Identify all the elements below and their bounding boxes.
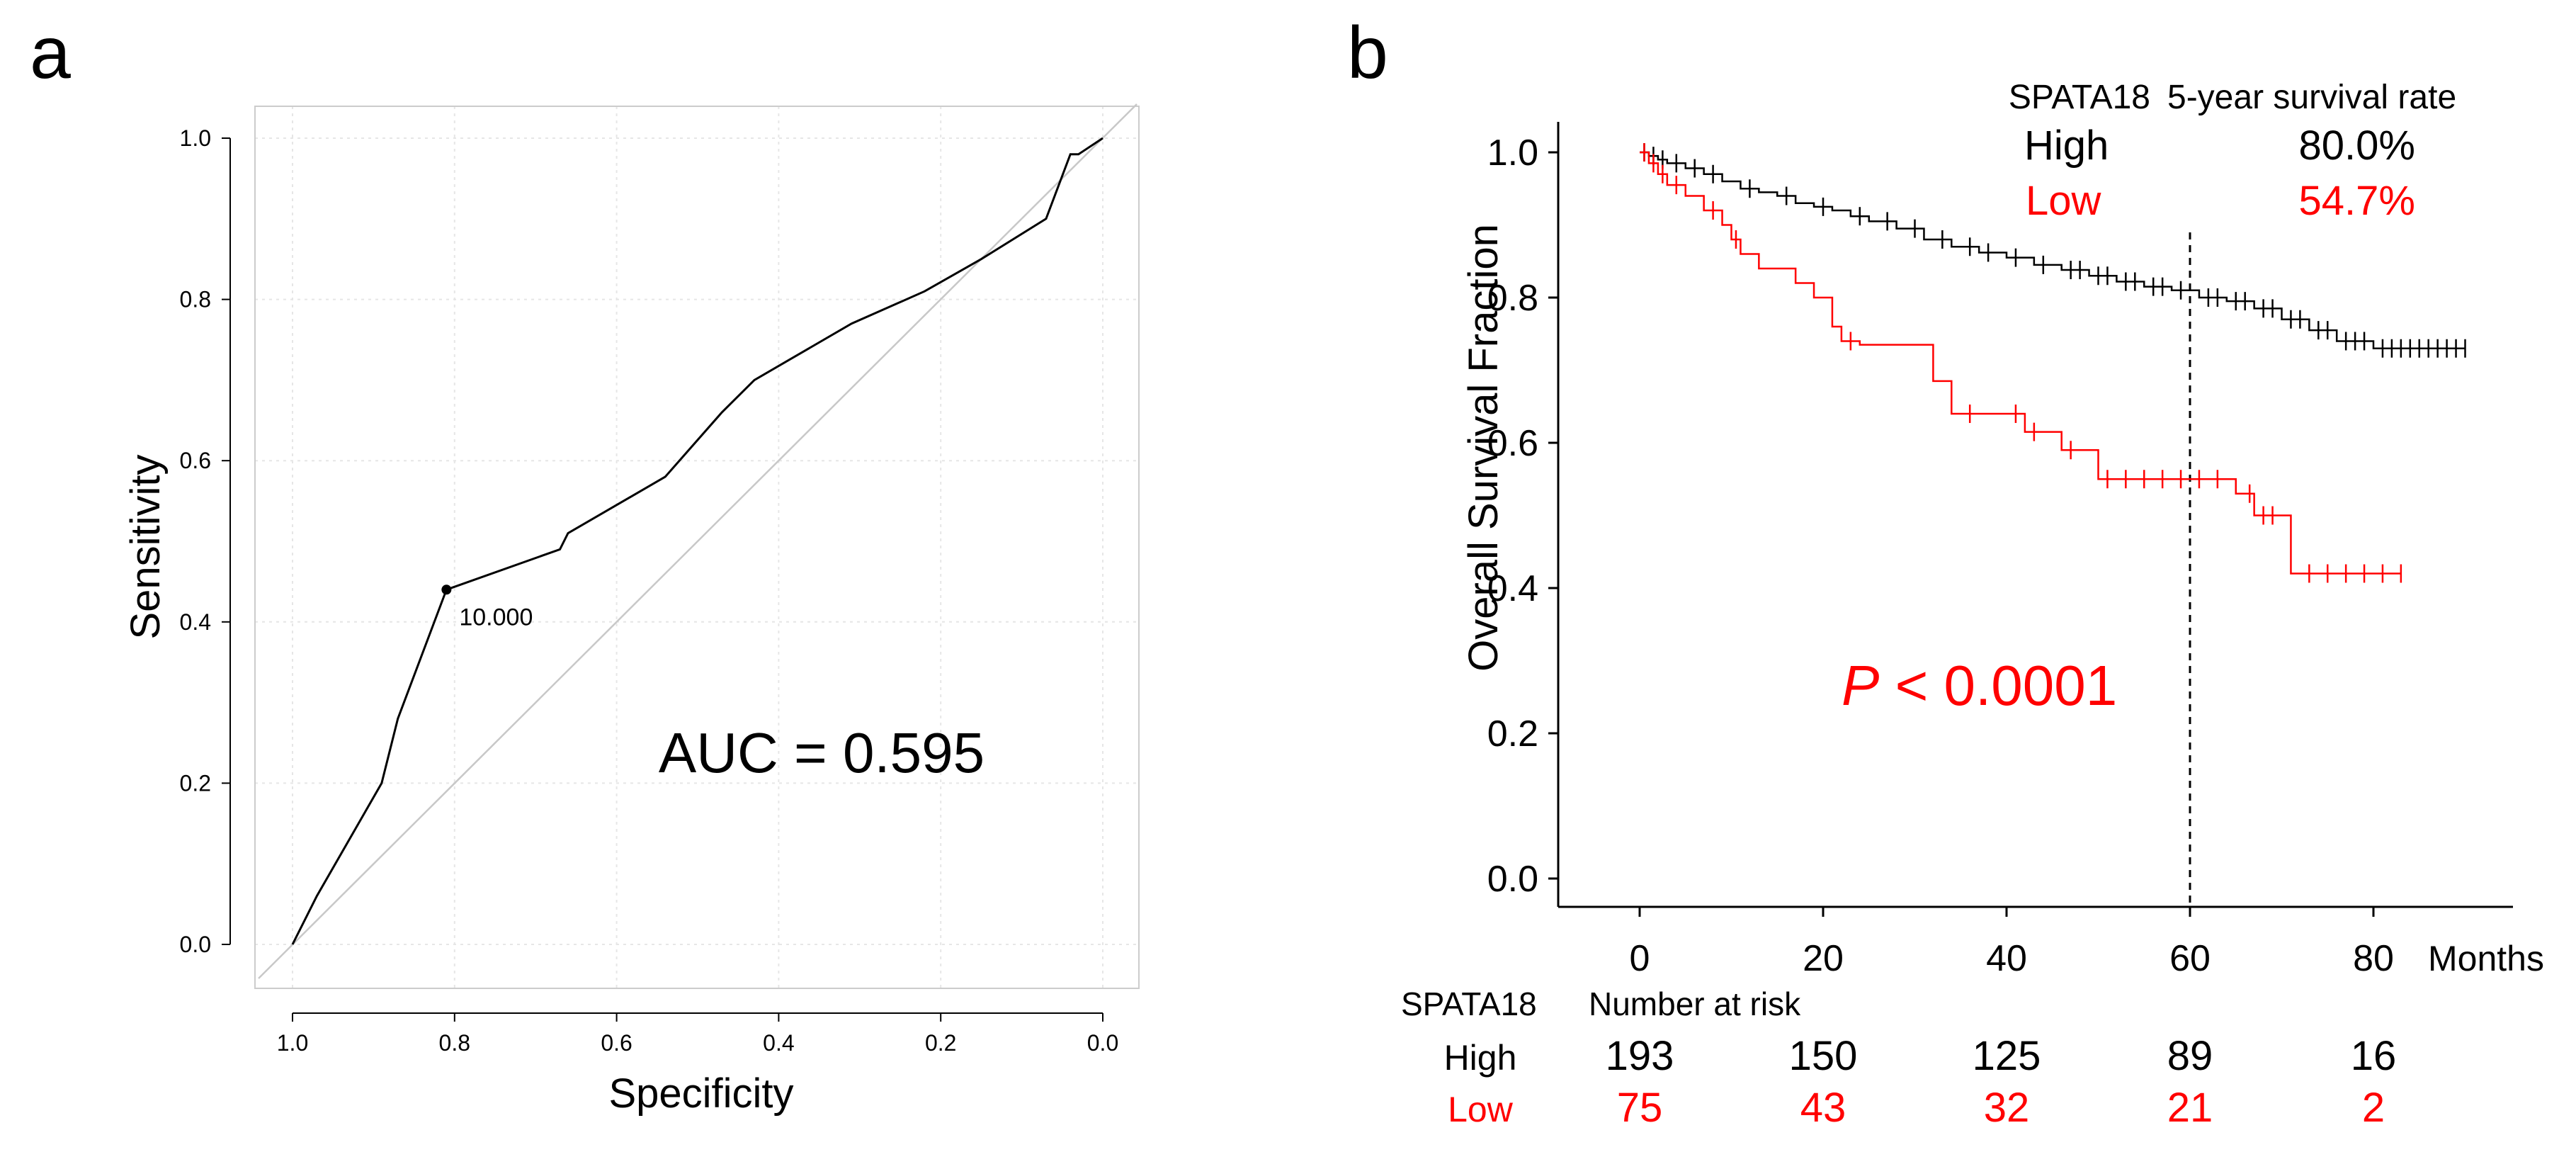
risk-value-low: 43 <box>1800 1085 1846 1131</box>
roc-y-tick-label: 0.2 <box>180 770 211 796</box>
roc-cutoff-point <box>441 585 452 595</box>
roc-x-tick-label: 0.2 <box>925 1030 956 1056</box>
roc-grid <box>255 106 1139 988</box>
risk-value-low: 32 <box>1984 1085 2030 1131</box>
km-p-text: < 0.0001 <box>1879 654 2117 717</box>
roc-x-tick-label: 0.6 <box>601 1030 632 1056</box>
risk-value-high: 193 <box>1606 1033 1674 1079</box>
roc-x-tick-label: 0.4 <box>763 1030 794 1056</box>
km-x-tick-label: 20 <box>1803 938 1844 979</box>
km-legend-low-value: 54.7% <box>2299 178 2415 224</box>
panel-b: b SPATA18 5-year survival rate High 80.0… <box>1347 12 2544 1131</box>
km-legend-group-header: SPATA18 <box>2009 79 2150 116</box>
km-y-axis-title: Overall Survival Fraction <box>1460 224 1507 672</box>
roc-reference-line <box>258 103 1137 979</box>
roc-y-tick-label: 1.0 <box>180 125 211 151</box>
roc-x-axis: 1.0 0.8 0.6 0.4 0.2 0.0 <box>277 1012 1118 1056</box>
roc-y-tick-label: 0.0 <box>180 932 211 957</box>
km-x-tick-label: 80 <box>2353 938 2394 979</box>
km-legend-value-header: 5-year survival rate <box>2167 79 2456 116</box>
km-x-tick-label: 60 <box>2169 938 2211 979</box>
km-x-unit-label: Months <box>2428 939 2544 978</box>
km-y-tick-label: 0.4 <box>1487 568 1538 609</box>
km-legend-high-name: High <box>2024 123 2109 169</box>
km-y-axis: 0.0 0.2 0.4 0.6 0.8 1.0 <box>1487 132 1558 900</box>
km-y-tick-label: 0.0 <box>1487 859 1538 900</box>
risk-value-high: 125 <box>1973 1033 2041 1079</box>
km-x-tick-label: 40 <box>1986 938 2027 979</box>
km-p-symbol: P <box>1842 654 1879 717</box>
km-x-tick-label: 0 <box>1630 938 1650 979</box>
km-curve-low <box>1640 151 2401 575</box>
risk-value-low: 21 <box>2167 1085 2213 1131</box>
risk-value-high: 150 <box>1789 1033 1858 1079</box>
km-legend-high-value: 80.0% <box>2299 123 2415 169</box>
roc-y-axis-title: Sensitivity <box>123 454 169 639</box>
risk-table-values: 193 150 125 89 16 75 43 32 21 2 <box>1606 1033 2397 1131</box>
panel-a-label: a <box>30 12 71 94</box>
roc-cutoff-label: 10.000 <box>459 604 533 631</box>
risk-table-group-label: SPATA18 <box>1401 986 1537 1022</box>
panel-a: a 10.000 1.0 0.8 0.6 0.4 0.2 0.0 0.0 0.2 0.4 0.6… <box>30 12 1140 1117</box>
roc-curve <box>291 137 1103 945</box>
risk-table-title: Number at risk <box>1589 986 1801 1022</box>
roc-plot-frame <box>254 106 1140 989</box>
panel-b-label: b <box>1347 12 1388 94</box>
km-y-tick-label: 1.0 <box>1487 132 1538 174</box>
roc-y-tick-label: 0.8 <box>180 287 211 312</box>
risk-value-high: 89 <box>2167 1033 2213 1079</box>
roc-auc-annotation: AUC = 0.595 <box>659 721 985 784</box>
km-y-tick-label: 0.6 <box>1487 423 1538 464</box>
km-legend-low-name: Low <box>2026 178 2102 224</box>
km-p-value: P < 0.0001 <box>1842 654 2117 717</box>
km-y-tick-label: 0.2 <box>1487 713 1538 755</box>
km-curve-high <box>1640 151 2466 349</box>
risk-value-high: 16 <box>2351 1033 2397 1079</box>
roc-y-axis: 0.0 0.2 0.4 0.6 0.8 1.0 <box>180 125 231 957</box>
roc-x-tick-label: 0.8 <box>439 1030 470 1056</box>
roc-x-tick-label: 0.0 <box>1087 1030 1118 1056</box>
risk-value-low: 75 <box>1617 1085 1663 1131</box>
risk-table-high-label: High <box>1444 1038 1517 1078</box>
km-y-tick-label: 0.8 <box>1487 278 1538 319</box>
km-x-axis: 0 20 40 60 80 <box>1630 907 2394 979</box>
roc-y-tick-label: 0.4 <box>180 609 211 635</box>
roc-y-tick-label: 0.6 <box>180 448 211 473</box>
roc-x-axis-title: Specificity <box>608 1071 793 1117</box>
risk-table-low-label: Low <box>1448 1090 1514 1129</box>
roc-x-tick-label: 1.0 <box>277 1030 308 1056</box>
km-curves <box>1640 143 2466 583</box>
risk-value-low: 2 <box>2362 1085 2385 1131</box>
